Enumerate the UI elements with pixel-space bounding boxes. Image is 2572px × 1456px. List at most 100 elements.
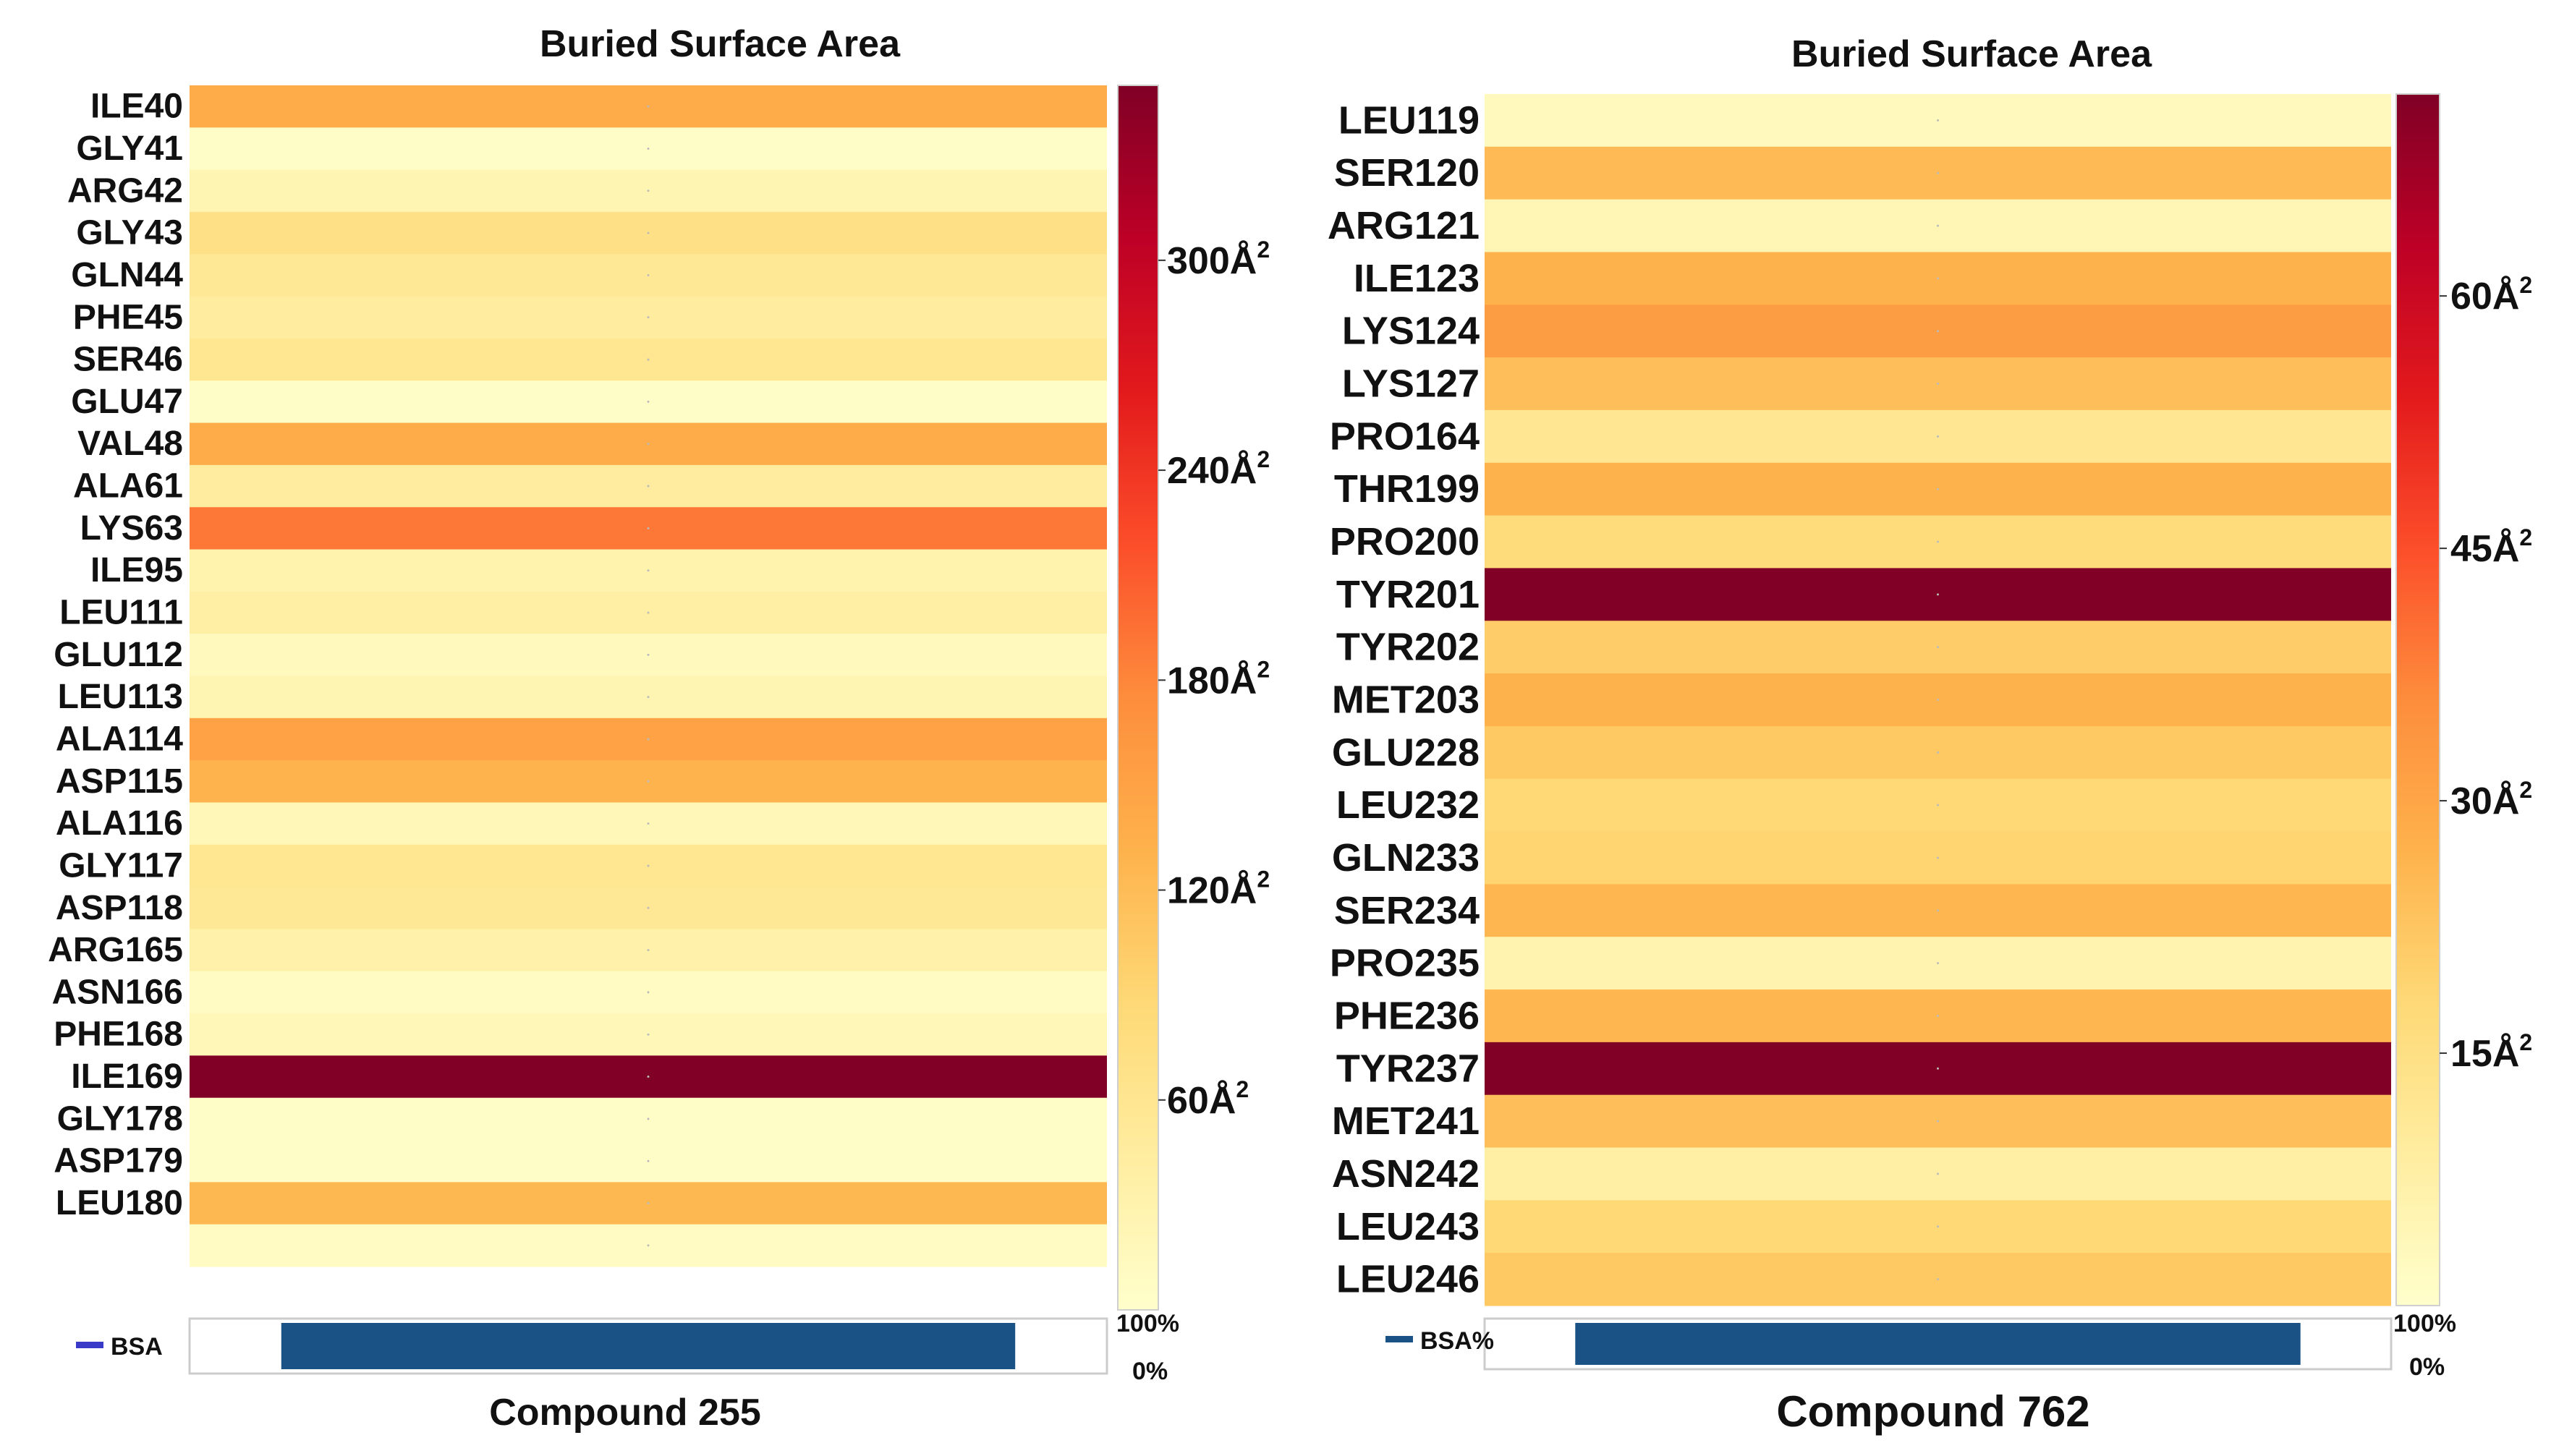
row-label: LEU111 bbox=[59, 594, 183, 632]
grid-dot bbox=[1937, 224, 1939, 227]
row-label: LEU246 bbox=[1336, 1258, 1480, 1301]
row-label: GLN44 bbox=[71, 256, 183, 294]
row-label: LEU119 bbox=[1338, 98, 1480, 142]
grid-dot bbox=[1937, 856, 1939, 859]
row-label: LYS124 bbox=[1342, 310, 1480, 353]
row-label: LYS63 bbox=[80, 509, 183, 548]
grid-dot bbox=[1937, 1014, 1939, 1017]
row-label: LEU232 bbox=[1336, 783, 1480, 827]
row-label: LEU180 bbox=[56, 1184, 183, 1222]
bsa-bar bbox=[1575, 1323, 2301, 1365]
heatmap-panel-2: Buried Surface Area LEU119 SER120 ARG121 ILE… bbox=[1328, 33, 2532, 1436]
grid-dot bbox=[647, 231, 650, 234]
colorbar-tick-label: 60Å2 bbox=[2450, 272, 2532, 318]
grid-dot bbox=[1937, 751, 1939, 754]
grid-dot bbox=[647, 780, 650, 783]
grid-dot bbox=[647, 864, 650, 867]
grid-dot bbox=[1937, 330, 1939, 333]
grid-dot bbox=[647, 485, 650, 488]
row-label: PHE168 bbox=[54, 1016, 183, 1054]
grid-dot bbox=[647, 906, 650, 909]
row-label: VAL48 bbox=[77, 425, 183, 463]
grid-dot bbox=[1937, 646, 1939, 649]
bsa-axis-top-label: 100% bbox=[1116, 1310, 1179, 1337]
grid-dot bbox=[647, 527, 650, 529]
row-label: PHE236 bbox=[1334, 994, 1480, 1037]
row-label: SER120 bbox=[1334, 151, 1480, 195]
chart-title: Buried Surface Area bbox=[540, 23, 901, 65]
row-label: ASP118 bbox=[56, 889, 183, 927]
row-label: SER46 bbox=[73, 341, 183, 379]
bsa-legend-swatch bbox=[76, 1342, 103, 1348]
grid-dot bbox=[647, 273, 650, 276]
row-label: ALA116 bbox=[56, 804, 183, 843]
row-label: TYR201 bbox=[1336, 573, 1480, 616]
grid-dot bbox=[1937, 540, 1939, 543]
grid-dot bbox=[1937, 1225, 1939, 1228]
row-label: ARG121 bbox=[1328, 204, 1480, 247]
colorbar-tick-label: 30Å2 bbox=[2450, 777, 2532, 822]
row-label: ARG165 bbox=[48, 931, 183, 969]
grid-dot bbox=[647, 316, 650, 319]
row-label: LEU243 bbox=[1336, 1205, 1480, 1248]
row-label: ASP115 bbox=[56, 762, 183, 801]
row-label: ARG42 bbox=[67, 171, 183, 210]
row-label: PRO164 bbox=[1330, 414, 1480, 458]
grid-dot bbox=[647, 358, 650, 361]
row-label: GLN233 bbox=[1332, 836, 1480, 880]
grid-dot bbox=[647, 105, 650, 108]
grid-dot bbox=[647, 1076, 650, 1078]
row-label: TYR202 bbox=[1336, 626, 1480, 669]
grid-dot bbox=[1937, 1278, 1939, 1281]
bsa-legend-label: BSA% bbox=[1420, 1327, 1494, 1355]
grid-dot bbox=[1937, 435, 1939, 438]
grid-dot bbox=[647, 653, 650, 656]
grid-dot bbox=[1937, 593, 1939, 596]
row-label: ILE40 bbox=[90, 88, 183, 126]
grid-dot bbox=[647, 738, 650, 741]
chart-title: Buried Surface Area bbox=[1791, 33, 2152, 75]
bsa-legend-label: BSA bbox=[111, 1333, 163, 1361]
grid-dot bbox=[647, 949, 650, 952]
row-label: GLY43 bbox=[76, 214, 183, 252]
colorbar-tick-label: 240Å2 bbox=[1167, 446, 1270, 492]
bsa-axis-bottom-label: 0% bbox=[1132, 1358, 1168, 1385]
row-label: LEU113 bbox=[58, 678, 183, 716]
row-label: MET203 bbox=[1332, 678, 1480, 722]
row-label: ASN242 bbox=[1332, 1152, 1480, 1196]
row-label: MET241 bbox=[1332, 1099, 1480, 1143]
grid-dot bbox=[1937, 804, 1939, 806]
row-label: PHE45 bbox=[73, 298, 183, 336]
bsa-bar bbox=[281, 1323, 1016, 1369]
row-label: LYS127 bbox=[1342, 362, 1480, 406]
row-label: GLU228 bbox=[1332, 731, 1480, 774]
colorbar bbox=[2395, 93, 2440, 1306]
colorbar-tick-label: 15Å2 bbox=[2450, 1029, 2532, 1075]
colorbar-tick-label: 300Å2 bbox=[1167, 237, 1270, 282]
grid-dot bbox=[1937, 171, 1939, 174]
row-label: GLY117 bbox=[59, 846, 183, 885]
x-axis-label: Compound 255 bbox=[489, 1392, 761, 1434]
row-label: ILE169 bbox=[71, 1057, 183, 1096]
row-label: GLU112 bbox=[54, 636, 183, 674]
grid-dot bbox=[647, 611, 650, 614]
grid-dot bbox=[647, 1033, 650, 1036]
colorbar-tick-label: 45Å2 bbox=[2450, 524, 2532, 570]
grid-dot bbox=[1937, 383, 1939, 386]
grid-dot bbox=[647, 147, 650, 150]
grid-dot bbox=[1937, 277, 1939, 280]
row-label: ILE95 bbox=[90, 551, 183, 589]
bsa-axis-top-label: 100% bbox=[2393, 1310, 2456, 1337]
grid-dot bbox=[1937, 1067, 1939, 1070]
grid-dot bbox=[647, 1244, 650, 1247]
row-label: ALA114 bbox=[56, 720, 183, 758]
row-label: GLY41 bbox=[76, 129, 183, 168]
x-axis-label: Compound 762 bbox=[1776, 1387, 2089, 1436]
grid-dot bbox=[647, 569, 650, 572]
colorbar bbox=[1117, 85, 1159, 1311]
grid-dot bbox=[1937, 1172, 1939, 1175]
grid-dot bbox=[647, 400, 650, 403]
colorbar-tick-label: 60Å2 bbox=[1167, 1076, 1249, 1122]
row-label: GLY178 bbox=[57, 1099, 183, 1138]
